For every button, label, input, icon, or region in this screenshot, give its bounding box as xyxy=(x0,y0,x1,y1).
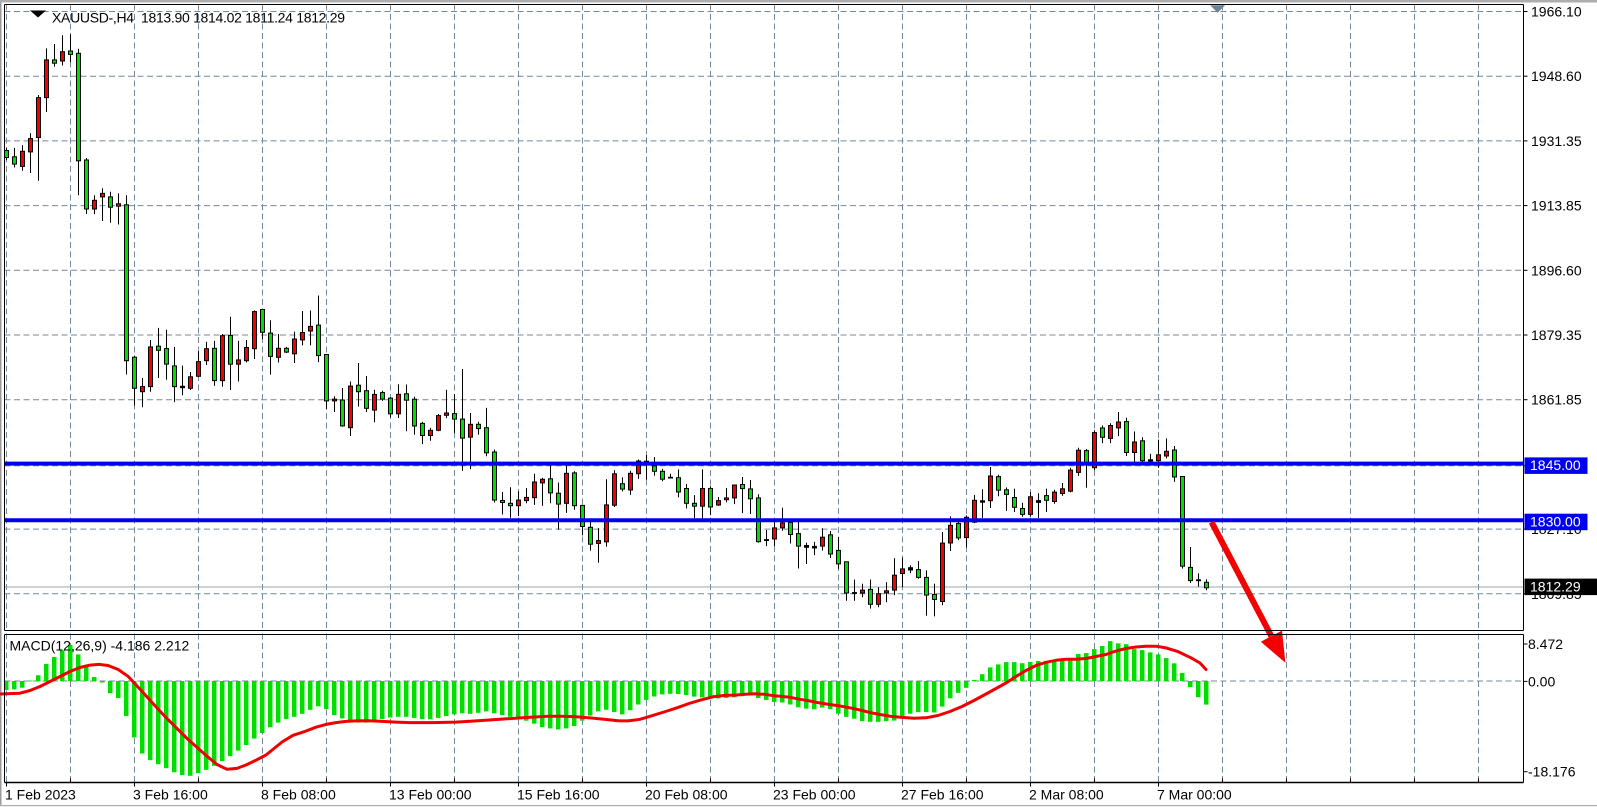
svg-text:1861.85: 1861.85 xyxy=(1531,392,1582,408)
svg-text:0.00: 0.00 xyxy=(1528,673,1555,689)
svg-text:1896.60: 1896.60 xyxy=(1531,262,1582,278)
svg-text:13 Feb 00:00: 13 Feb 00:00 xyxy=(389,787,472,803)
svg-text:7 Mar 00:00: 7 Mar 00:00 xyxy=(1157,787,1232,803)
svg-text:XAUUSD-,H4 1813.90 1814.02 18: XAUUSD-,H4 1813.90 1814.02 1811.24 1812.… xyxy=(52,10,345,26)
svg-text:2 Mar 08:00: 2 Mar 08:00 xyxy=(1029,787,1104,803)
svg-text:8.472: 8.472 xyxy=(1528,636,1563,652)
svg-text:1913.85: 1913.85 xyxy=(1531,198,1582,214)
svg-text:8 Feb 08:00: 8 Feb 08:00 xyxy=(261,787,336,803)
svg-text:1812.29: 1812.29 xyxy=(1530,578,1581,594)
svg-text:MACD(12,26,9) -4.186 2.212: MACD(12,26,9) -4.186 2.212 xyxy=(10,638,190,654)
svg-text:27 Feb 16:00: 27 Feb 16:00 xyxy=(901,787,984,803)
svg-text:3 Feb 16:00: 3 Feb 16:00 xyxy=(133,787,208,803)
svg-text:1 Feb 2023: 1 Feb 2023 xyxy=(5,787,76,803)
svg-text:23 Feb 00:00: 23 Feb 00:00 xyxy=(773,787,856,803)
svg-text:1966.10: 1966.10 xyxy=(1531,4,1582,20)
svg-text:1948.60: 1948.60 xyxy=(1531,68,1582,84)
svg-text:-18.176: -18.176 xyxy=(1528,764,1576,780)
svg-text:1879.35: 1879.35 xyxy=(1531,327,1582,343)
svg-text:1845.00: 1845.00 xyxy=(1530,457,1581,473)
svg-text:20 Feb 08:00: 20 Feb 08:00 xyxy=(645,787,728,803)
svg-text:1830.00: 1830.00 xyxy=(1530,513,1581,529)
svg-text:1931.35: 1931.35 xyxy=(1531,133,1582,149)
svg-text:15 Feb 16:00: 15 Feb 16:00 xyxy=(517,787,600,803)
